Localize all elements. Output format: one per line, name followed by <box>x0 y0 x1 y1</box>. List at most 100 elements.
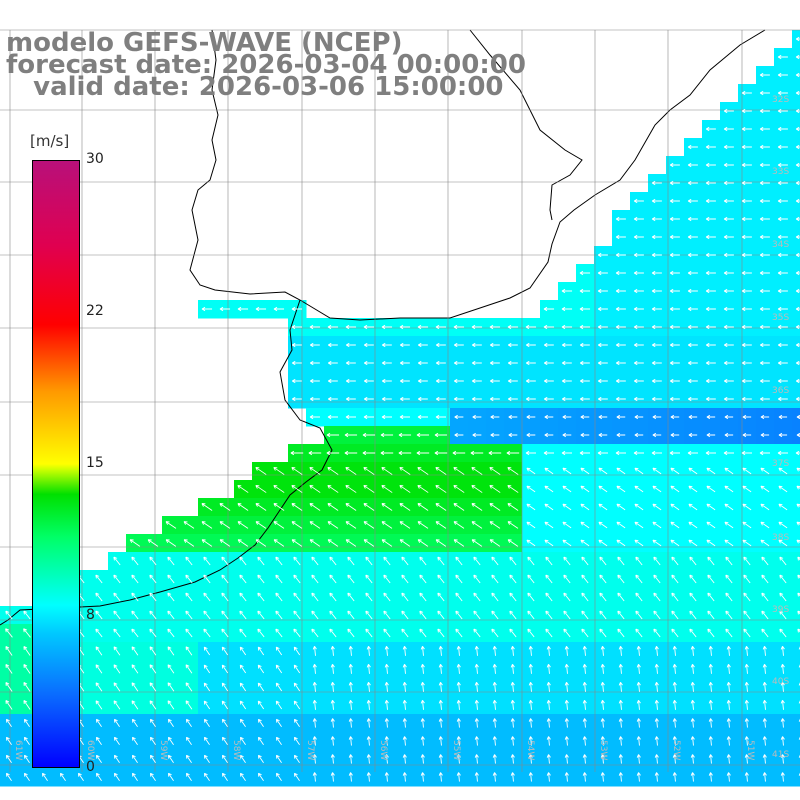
wind-arrow <box>689 556 697 566</box>
wind-arrow <box>760 414 770 420</box>
wind-arrow <box>327 484 339 493</box>
lat-label: 41S <box>772 750 789 760</box>
wind-arrow <box>708 718 713 728</box>
wind-arrow <box>167 700 175 710</box>
wind-arrow <box>688 503 698 511</box>
wind-arrow <box>762 645 767 656</box>
wind-arrow <box>509 556 517 566</box>
wind-arrow <box>618 663 623 674</box>
wind-arrow <box>347 556 355 566</box>
wind-arrow <box>362 432 376 438</box>
wind-arrow <box>706 467 716 475</box>
wind-arrow <box>546 718 551 728</box>
wind-arrow <box>598 521 608 529</box>
wind-arrow <box>724 414 734 420</box>
wind-arrow <box>237 503 249 511</box>
wind-arrow <box>759 216 770 222</box>
wind-arrow <box>435 378 446 384</box>
wind-arrow <box>705 198 716 204</box>
colorbar-tick-15: 15 <box>86 455 104 471</box>
wind-arrow <box>636 663 641 674</box>
wind-arrow <box>618 699 623 710</box>
wind-arrow <box>599 610 607 620</box>
wind-arrow <box>543 306 555 312</box>
wind-arrow <box>185 628 193 638</box>
wind-arrow <box>777 342 788 348</box>
wind-arrow <box>526 521 536 529</box>
wind-arrow <box>219 503 231 511</box>
wind-arrow <box>345 396 356 402</box>
wind-arrow <box>363 414 374 420</box>
wind-arrow <box>345 342 356 348</box>
wind-arrow <box>723 162 734 168</box>
title-forecast-date: forecast date: 2026-03-04 00:00:00 <box>6 50 526 80</box>
wind-arrow <box>669 360 680 366</box>
wind-arrow <box>201 306 213 312</box>
lon-label: 61W <box>13 740 23 760</box>
wind-cell <box>792 714 800 733</box>
wind-arrow <box>330 736 335 746</box>
wind-arrow <box>438 663 443 674</box>
wind-arrow <box>525 342 536 348</box>
wind-arrow <box>291 484 303 493</box>
wind-arrow <box>509 574 517 584</box>
wind-arrow <box>743 574 751 584</box>
wind-arrow <box>724 539 734 547</box>
lat-label: 40S <box>772 677 789 687</box>
wind-arrow <box>185 664 193 674</box>
wind-arrow <box>636 645 641 656</box>
wind-arrow <box>762 718 767 728</box>
wind-arrow <box>633 306 644 312</box>
lon-label: 60W <box>85 740 95 760</box>
wind-arrow <box>490 414 500 420</box>
wind-arrow <box>345 539 357 547</box>
wind-arrow <box>616 521 626 529</box>
wind-arrow <box>726 736 731 746</box>
wind-arrow <box>546 772 551 782</box>
wind-arrow <box>761 574 769 584</box>
wind-arrow <box>707 628 715 638</box>
wind-arrow <box>95 592 103 602</box>
wind-arrow <box>725 592 733 602</box>
wind-arrow <box>708 663 713 674</box>
wind-arrow <box>636 681 641 692</box>
wind-arrow <box>381 521 393 529</box>
wind-arrow <box>525 450 536 456</box>
wind-arrow <box>708 645 713 656</box>
wind-arrow <box>221 736 228 746</box>
wind-arrow <box>399 484 411 493</box>
wind-arrow <box>489 466 501 475</box>
wind-arrow <box>562 521 572 529</box>
wind-arrow <box>723 324 734 330</box>
wind-arrow <box>545 574 553 584</box>
wind-cell <box>792 570 800 589</box>
wind-arrow <box>723 252 734 258</box>
wind-arrow <box>221 718 228 728</box>
wind-arrow <box>435 360 446 366</box>
wind-arrow <box>221 646 229 656</box>
wind-arrow <box>330 645 335 656</box>
wind-arrow <box>489 342 500 348</box>
wind-arrow <box>724 432 734 438</box>
lat-lon-grid <box>0 29 800 772</box>
wind-arrow <box>561 324 573 330</box>
wind-arrow <box>688 521 698 529</box>
wind-arrow <box>221 700 229 710</box>
wind-arrow <box>345 324 357 330</box>
wind-arrow <box>257 754 264 764</box>
wind-arrow <box>723 270 734 276</box>
wind-arrow <box>384 718 389 728</box>
wind-arrow <box>438 699 443 710</box>
wind-arrow <box>291 342 302 348</box>
wind-arrow <box>509 628 517 638</box>
wind-arrow <box>741 342 752 348</box>
wind-arrow <box>438 754 443 764</box>
wind-arrow <box>528 663 533 674</box>
wind-arrow <box>95 700 103 710</box>
wind-arrow <box>381 360 392 366</box>
wind-arrow <box>688 432 698 438</box>
wind-arrow <box>381 503 393 511</box>
title-model: modelo GEFS-WAVE (NCEP) <box>6 28 403 58</box>
wind-arrow <box>509 610 517 620</box>
